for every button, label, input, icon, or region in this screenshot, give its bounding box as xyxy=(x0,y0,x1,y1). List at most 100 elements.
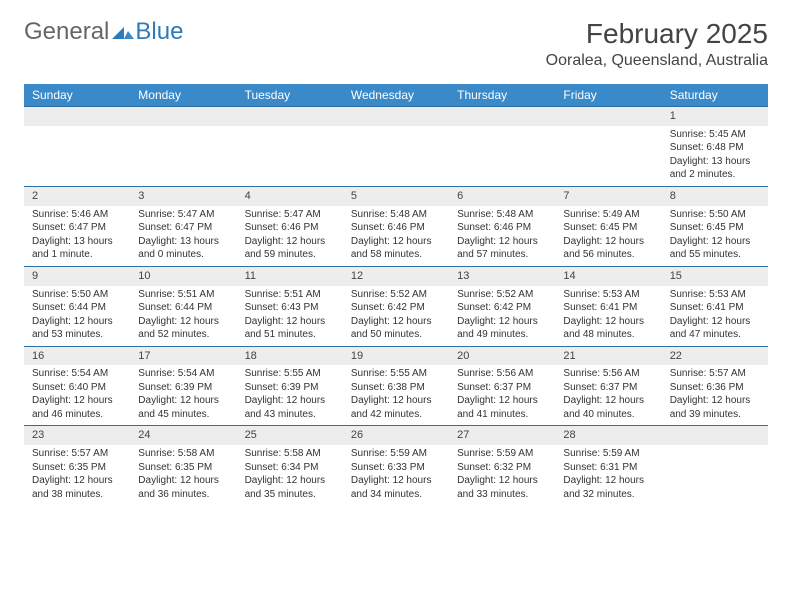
day-cell: 7 Sunrise: 5:49 AMSunset: 6:45 PMDaylight… xyxy=(555,187,661,266)
day-number: . xyxy=(130,107,236,126)
day-body: Sunrise: 5:52 AMSunset: 6:42 PMDaylight:… xyxy=(343,286,449,346)
day-body: Sunrise: 5:45 AMSunset: 6:48 PMDaylight:… xyxy=(662,126,768,186)
day-number: 13 xyxy=(449,267,555,286)
day-number: . xyxy=(449,107,555,126)
sunrise-text: Sunrise: 5:47 AM xyxy=(138,208,228,222)
day-cell: 14Sunrise: 5:53 AMSunset: 6:41 PMDayligh… xyxy=(555,267,661,346)
day-number: 2 xyxy=(24,187,130,206)
day-body: Sunrise: 5:55 AMSunset: 6:38 PMDaylight:… xyxy=(343,365,449,425)
day-number: 6 xyxy=(449,187,555,206)
daylight-text: Daylight: 12 hours and 41 minutes. xyxy=(457,394,547,421)
day-number: 20 xyxy=(449,347,555,366)
day-number: 12 xyxy=(343,267,449,286)
daylight-text: Daylight: 12 hours and 46 minutes. xyxy=(32,394,122,421)
daylight-text: Daylight: 12 hours and 56 minutes. xyxy=(563,235,653,262)
day-body: Sunrise: 5:48 AMSunset: 6:46 PMDaylight:… xyxy=(449,206,555,266)
sunrise-text: Sunrise: 5:46 AM xyxy=(32,208,122,222)
day-number: 4 xyxy=(237,187,343,206)
daylight-text: Daylight: 12 hours and 33 minutes. xyxy=(457,474,547,501)
day-body: Sunrise: 5:56 AMSunset: 6:37 PMDaylight:… xyxy=(449,365,555,425)
logo-mark-icon xyxy=(112,18,134,46)
sunset-text: Sunset: 6:39 PM xyxy=(245,381,335,395)
day-body: Sunrise: 5:54 AMSunset: 6:40 PMDaylight:… xyxy=(24,365,130,425)
sunrise-text: Sunrise: 5:53 AM xyxy=(670,288,760,302)
day-cell: . xyxy=(237,107,343,186)
day-number: 16 xyxy=(24,347,130,366)
day-number: 3 xyxy=(130,187,236,206)
sunset-text: Sunset: 6:42 PM xyxy=(351,301,441,315)
day-cell: . xyxy=(343,107,449,186)
day-cell: 27Sunrise: 5:59 AMSunset: 6:32 PMDayligh… xyxy=(449,426,555,505)
sunset-text: Sunset: 6:45 PM xyxy=(670,221,760,235)
day-cell: 2Sunrise: 5:46 AMSunset: 6:47 PMDaylight… xyxy=(24,187,130,266)
day-body: Sunrise: 5:48 AMSunset: 6:46 PMDaylight:… xyxy=(343,206,449,266)
day-number: . xyxy=(24,107,130,126)
daylight-text: Daylight: 12 hours and 47 minutes. xyxy=(670,315,760,342)
day-body: Sunrise: 5:46 AMSunset: 6:47 PMDaylight:… xyxy=(24,206,130,266)
sunset-text: Sunset: 6:37 PM xyxy=(457,381,547,395)
day-cell: 21Sunrise: 5:56 AMSunset: 6:37 PMDayligh… xyxy=(555,347,661,426)
weekday-header: Saturday xyxy=(662,84,768,106)
daylight-text: Daylight: 12 hours and 49 minutes. xyxy=(457,315,547,342)
daylight-text: Daylight: 12 hours and 52 minutes. xyxy=(138,315,228,342)
day-cell: . xyxy=(24,107,130,186)
day-number: 9 xyxy=(24,267,130,286)
day-cell: 5Sunrise: 5:48 AMSunset: 6:46 PMDaylight… xyxy=(343,187,449,266)
day-cell: 9Sunrise: 5:50 AMSunset: 6:44 PMDaylight… xyxy=(24,267,130,346)
sunrise-text: Sunrise: 5:51 AM xyxy=(245,288,335,302)
page-header: General Blue February 2025 Ooralea, Quee… xyxy=(24,18,768,70)
day-body: Sunrise: 5:57 AMSunset: 6:36 PMDaylight:… xyxy=(662,365,768,425)
sunrise-text: Sunrise: 5:45 AM xyxy=(670,128,760,142)
day-number: 27 xyxy=(449,426,555,445)
day-body: Sunrise: 5:50 AMSunset: 6:45 PMDaylight:… xyxy=(662,206,768,266)
sunset-text: Sunset: 6:41 PM xyxy=(563,301,653,315)
day-number: 26 xyxy=(343,426,449,445)
sunset-text: Sunset: 6:45 PM xyxy=(563,221,653,235)
sunrise-text: Sunrise: 5:49 AM xyxy=(563,208,653,222)
weekday-header-row: Sunday Monday Tuesday Wednesday Thursday… xyxy=(24,84,768,106)
calendar-table: Sunday Monday Tuesday Wednesday Thursday… xyxy=(24,84,768,505)
day-cell: 28Sunrise: 5:59 AMSunset: 6:31 PMDayligh… xyxy=(555,426,661,505)
sunset-text: Sunset: 6:36 PM xyxy=(670,381,760,395)
day-number: 1 xyxy=(662,107,768,126)
day-body: Sunrise: 5:59 AMSunset: 6:33 PMDaylight:… xyxy=(343,445,449,505)
weekday-header: Wednesday xyxy=(343,84,449,106)
day-body: Sunrise: 5:47 AMSunset: 6:46 PMDaylight:… xyxy=(237,206,343,266)
day-cell: 17Sunrise: 5:54 AMSunset: 6:39 PMDayligh… xyxy=(130,347,236,426)
sunrise-text: Sunrise: 5:57 AM xyxy=(670,367,760,381)
sunrise-text: Sunrise: 5:55 AM xyxy=(245,367,335,381)
weekday-header: Tuesday xyxy=(237,84,343,106)
day-cell: 25Sunrise: 5:58 AMSunset: 6:34 PMDayligh… xyxy=(237,426,343,505)
day-body: Sunrise: 5:56 AMSunset: 6:37 PMDaylight:… xyxy=(555,365,661,425)
day-body: Sunrise: 5:51 AMSunset: 6:43 PMDaylight:… xyxy=(237,286,343,346)
sunrise-text: Sunrise: 5:48 AM xyxy=(351,208,441,222)
daylight-text: Daylight: 12 hours and 38 minutes. xyxy=(32,474,122,501)
sunrise-text: Sunrise: 5:48 AM xyxy=(457,208,547,222)
weekday-header: Friday xyxy=(555,84,661,106)
sunrise-text: Sunrise: 5:52 AM xyxy=(457,288,547,302)
day-cell: . xyxy=(555,107,661,186)
logo-text-blue: Blue xyxy=(135,18,183,46)
day-body: Sunrise: 5:58 AMSunset: 6:35 PMDaylight:… xyxy=(130,445,236,505)
sunset-text: Sunset: 6:47 PM xyxy=(32,221,122,235)
sunset-text: Sunset: 6:35 PM xyxy=(32,461,122,475)
day-cell: 6Sunrise: 5:48 AMSunset: 6:46 PMDaylight… xyxy=(449,187,555,266)
daylight-text: Daylight: 12 hours and 40 minutes. xyxy=(563,394,653,421)
sunset-text: Sunset: 6:44 PM xyxy=(138,301,228,315)
sunset-text: Sunset: 6:39 PM xyxy=(138,381,228,395)
day-body: Sunrise: 5:57 AMSunset: 6:35 PMDaylight:… xyxy=(24,445,130,505)
sunrise-text: Sunrise: 5:51 AM xyxy=(138,288,228,302)
day-number: 7 xyxy=(555,187,661,206)
sunrise-text: Sunrise: 5:52 AM xyxy=(351,288,441,302)
daylight-text: Daylight: 12 hours and 58 minutes. xyxy=(351,235,441,262)
sunset-text: Sunset: 6:34 PM xyxy=(245,461,335,475)
weekday-header: Monday xyxy=(130,84,236,106)
week-row: 23Sunrise: 5:57 AMSunset: 6:35 PMDayligh… xyxy=(24,425,768,505)
calendar-page: General Blue February 2025 Ooralea, Quee… xyxy=(0,0,792,517)
day-number: . xyxy=(555,107,661,126)
day-cell: 13Sunrise: 5:52 AMSunset: 6:42 PMDayligh… xyxy=(449,267,555,346)
day-cell: 4Sunrise: 5:47 AMSunset: 6:46 PMDaylight… xyxy=(237,187,343,266)
daylight-text: Daylight: 12 hours and 59 minutes. xyxy=(245,235,335,262)
day-number: 19 xyxy=(343,347,449,366)
daylight-text: Daylight: 12 hours and 39 minutes. xyxy=(670,394,760,421)
